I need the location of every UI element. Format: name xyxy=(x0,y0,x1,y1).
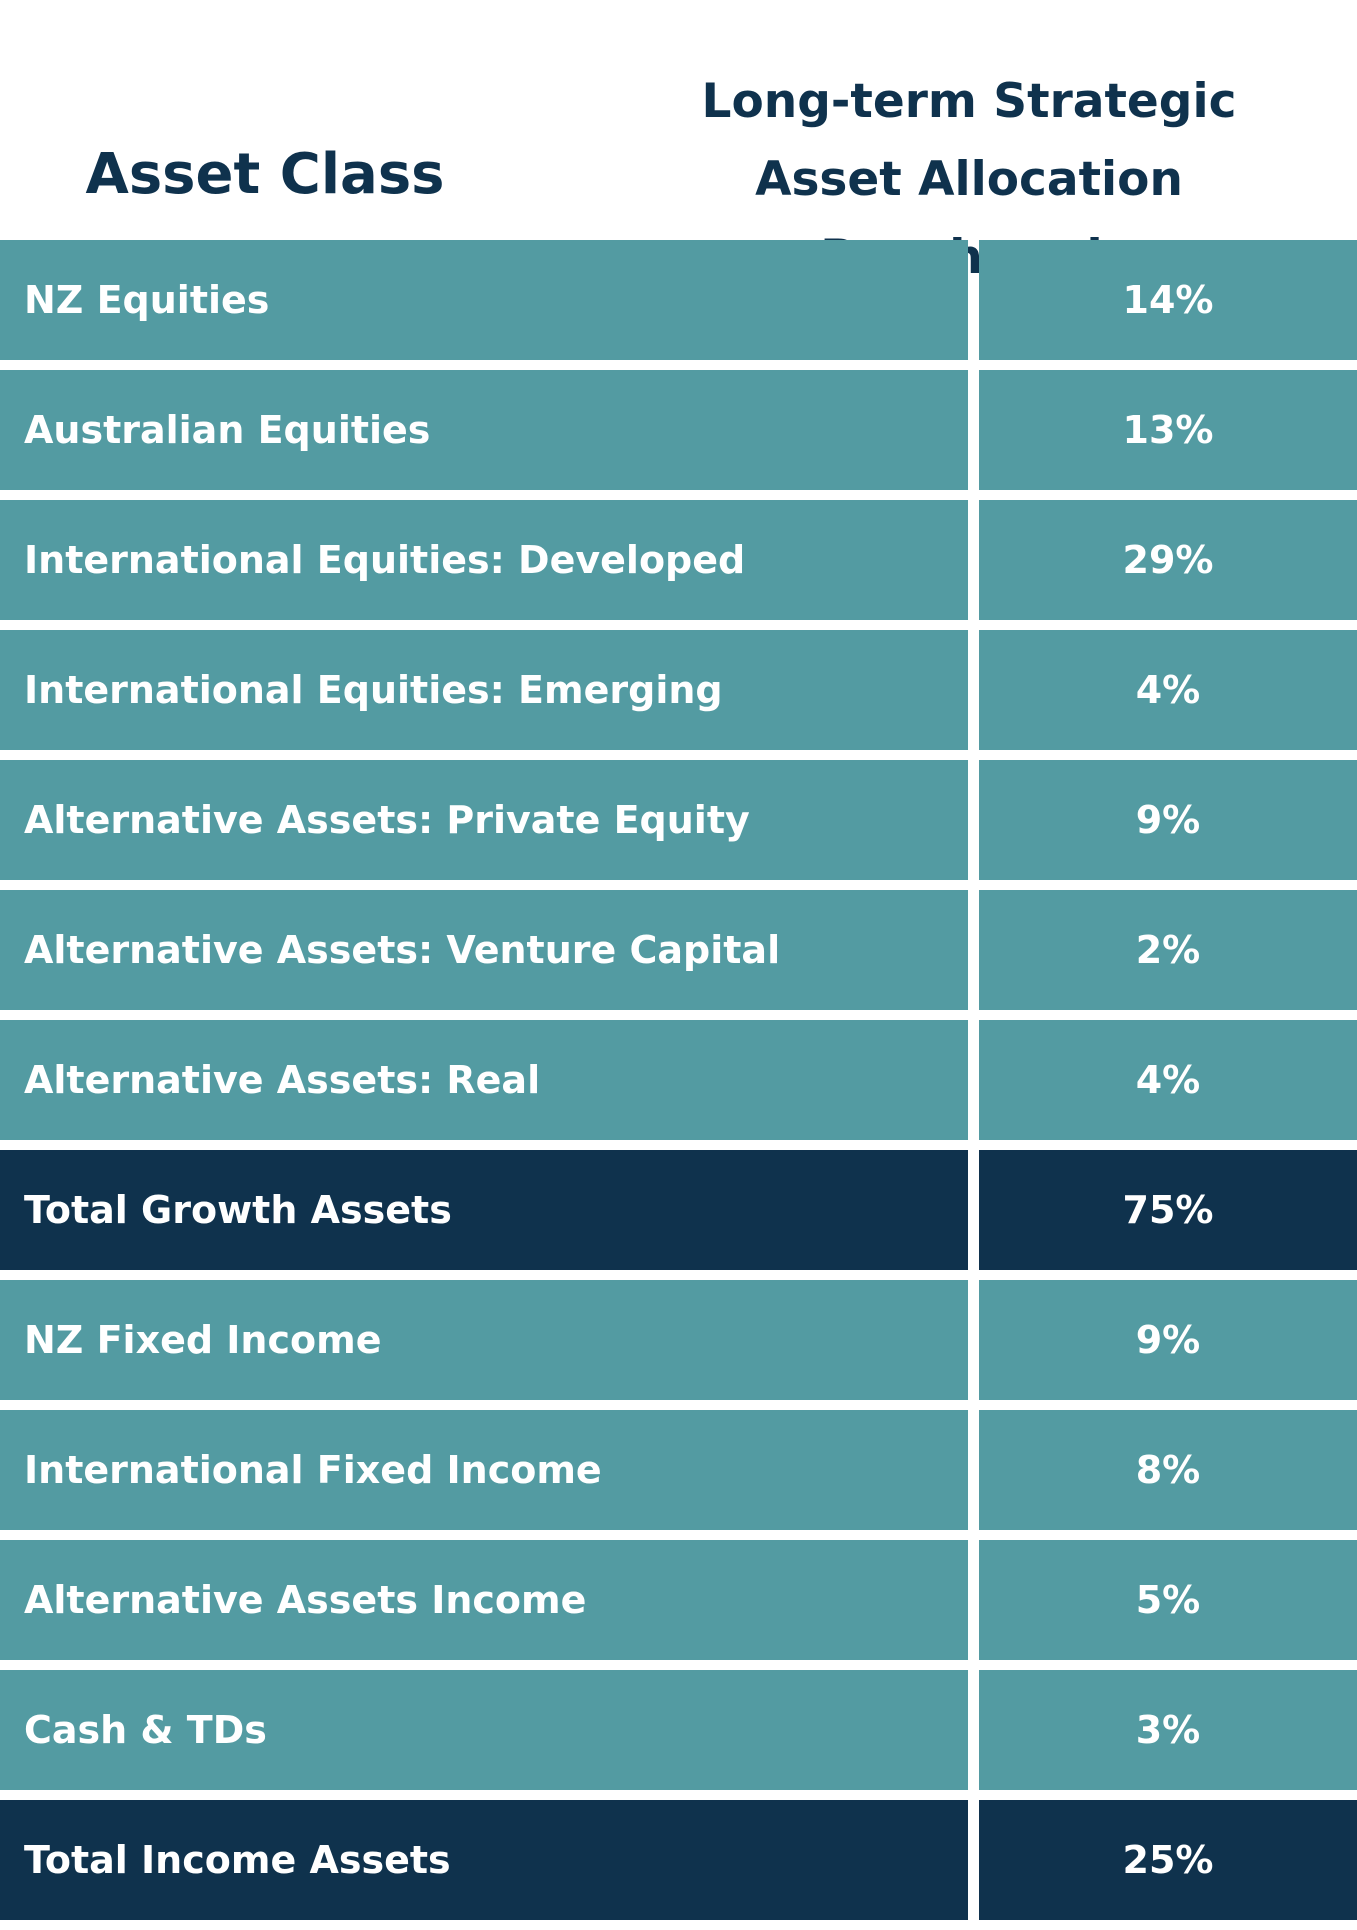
benchmark-cell: 14% xyxy=(979,240,1357,360)
table-row: NZ Fixed Income 9% xyxy=(0,1280,1357,1400)
table-row: Alternative Assets: Private Equity 9% xyxy=(0,760,1357,880)
total-row: Total Growth Assets 75% xyxy=(0,1150,1357,1270)
asset-class-cell: NZ Equities xyxy=(0,240,968,360)
asset-class-cell: Australian Equities xyxy=(0,370,968,490)
table-row: Alternative Assets: Venture Capital 2% xyxy=(0,890,1357,1010)
table-header: Asset Class Long-term Strategic Asset Al… xyxy=(0,0,1357,285)
allocation-table: NZ Equities 14% Australian Equities 13% … xyxy=(0,240,1357,1930)
benchmark-cell: 4% xyxy=(979,1020,1357,1140)
benchmark-cell: 9% xyxy=(979,760,1357,880)
asset-class-cell: NZ Fixed Income xyxy=(0,1280,968,1400)
total-value-cell: 25% xyxy=(979,1800,1357,1920)
benchmark-cell: 13% xyxy=(979,370,1357,490)
benchmark-cell: 4% xyxy=(979,630,1357,750)
asset-class-cell: International Fixed Income xyxy=(0,1410,968,1530)
asset-class-cell: Alternative Assets: Private Equity xyxy=(0,760,968,880)
asset-class-cell: International Equities: Developed xyxy=(0,500,968,620)
table-row: International Equities: Developed 29% xyxy=(0,500,1357,620)
asset-class-cell: International Equities: Emerging xyxy=(0,630,968,750)
total-row: Total Income Assets 25% xyxy=(0,1800,1357,1920)
benchmark-cell: 29% xyxy=(979,500,1357,620)
benchmark-cell: 5% xyxy=(979,1540,1357,1660)
benchmark-cell: 2% xyxy=(979,890,1357,1010)
asset-class-heading: Asset Class xyxy=(85,142,445,207)
table-row: Alternative Assets Income 5% xyxy=(0,1540,1357,1660)
table-row: Alternative Assets: Real 4% xyxy=(0,1020,1357,1140)
total-label-cell: Total Growth Assets xyxy=(0,1150,968,1270)
table-row: Australian Equities 13% xyxy=(0,370,1357,490)
total-label-cell: Total Income Assets xyxy=(0,1800,968,1920)
benchmark-heading-line1: Long-term Strategic xyxy=(701,74,1237,129)
table-row: NZ Equities 14% xyxy=(0,240,1357,360)
benchmark-cell: 3% xyxy=(979,1670,1357,1790)
table-row: Cash & TDs 3% xyxy=(0,1670,1357,1790)
total-value-cell: 75% xyxy=(979,1150,1357,1270)
asset-class-cell: Cash & TDs xyxy=(0,1670,968,1790)
asset-class-cell: Alternative Assets: Venture Capital xyxy=(0,890,968,1010)
asset-class-cell: Alternative Assets: Real xyxy=(0,1020,968,1140)
benchmark-cell: 9% xyxy=(979,1280,1357,1400)
benchmark-cell: 8% xyxy=(979,1410,1357,1530)
asset-class-cell: Alternative Assets Income xyxy=(0,1540,968,1660)
table-row: International Equities: Emerging 4% xyxy=(0,630,1357,750)
table-row: International Fixed Income 8% xyxy=(0,1410,1357,1530)
